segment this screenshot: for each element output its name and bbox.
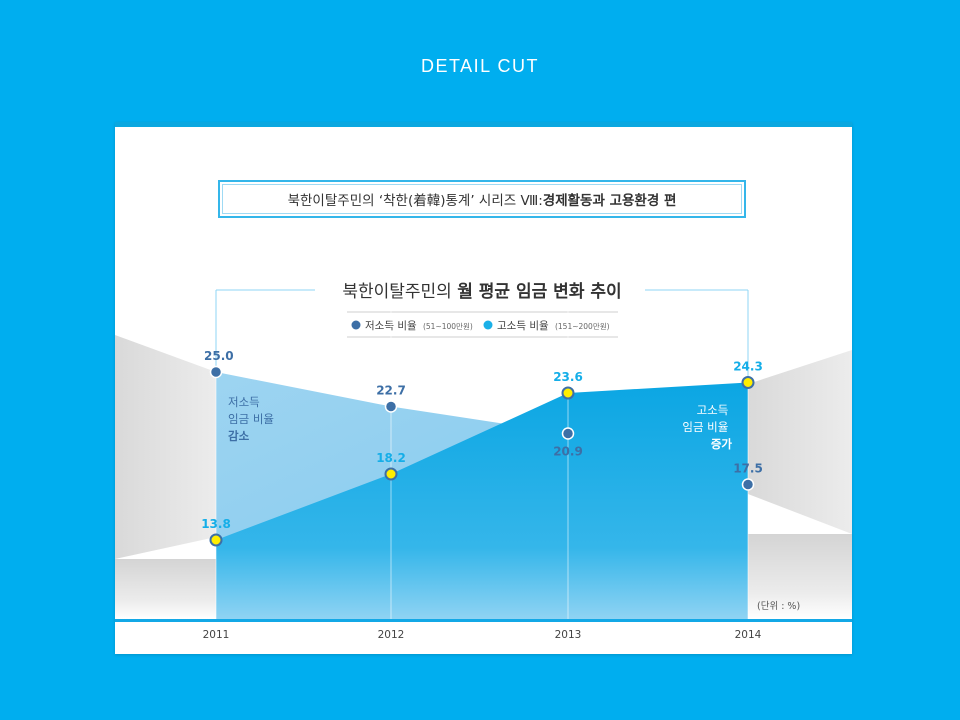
high-income-area xyxy=(216,382,748,619)
series-banner-regular: 북한이탈주민의 ‘착한(着韓)통계’ 시리즈 Ⅷ: xyxy=(287,193,543,209)
legend-range-high: (151~200만원) xyxy=(555,322,610,331)
plot-area: 25.0 22.7 20.9 17.5 13.8 18.2 23.6 24.3 xyxy=(201,290,763,619)
annotation-high-trend: 고소득 임금 비율 증가 xyxy=(682,403,732,451)
annotation-low-line2: 임금 비율 xyxy=(228,412,274,426)
chart-card: 북한이탈주민의 월 평균 임금 변화 추이 저소득 비율 (51~100만원) … xyxy=(115,122,852,654)
high-value-label: 18.2 xyxy=(376,451,406,465)
series-banner-bold: 경제활동과 고용환경 편 xyxy=(542,193,677,209)
bg-band-left xyxy=(115,335,216,559)
x-tick-label: 2014 xyxy=(735,629,762,641)
annotation-low-trend: 저소득 임금 비율 감소 xyxy=(228,395,278,443)
bg-band-bottom xyxy=(115,559,216,619)
x-axis-ticks: 2011 2012 2013 2014 xyxy=(203,629,762,641)
unit-label: (단위 : %) xyxy=(757,600,800,612)
high-value-label: 24.3 xyxy=(733,360,763,374)
card-top-bar xyxy=(115,122,852,127)
high-point xyxy=(561,386,575,400)
x-tick-label: 2011 xyxy=(203,629,230,641)
annotation-high-line1: 고소득 xyxy=(697,403,729,417)
low-point xyxy=(209,365,223,379)
x-tick-label: 2013 xyxy=(555,629,582,641)
high-point xyxy=(384,467,398,481)
series-banner: 북한이탈주민의 ‘착한(着韓)통계’ 시리즈 Ⅷ: 경제활동과 고용환경 편 xyxy=(218,180,746,218)
high-point xyxy=(741,376,755,389)
legend-label-low: 저소득 비율 (51~100만원) xyxy=(365,320,473,332)
chart-title-regular: 북한이탈주민의 xyxy=(342,282,457,302)
legend-label-high: 고소득 비율 (151~200만원) xyxy=(497,320,610,332)
bg-band-bottom-right xyxy=(748,534,852,619)
legend-name-high: 고소득 비율 xyxy=(497,320,549,332)
legend-marker-high xyxy=(483,320,493,330)
annotation-low-line1: 저소득 xyxy=(228,395,260,409)
legend-range-low: (51~100만원) xyxy=(423,322,473,331)
bg-band-right xyxy=(748,350,852,534)
chart-title: 북한이탈주민의 월 평균 임금 변화 추이 xyxy=(342,281,621,302)
header-label: DETAIL CUT xyxy=(420,56,539,76)
annotation-high-line3: 증가 xyxy=(711,437,733,451)
low-point xyxy=(384,400,398,413)
chart-title-bold: 월 평균 임금 변화 추이 xyxy=(457,281,621,302)
low-value-label: 17.5 xyxy=(733,462,763,476)
low-value-label: 25.0 xyxy=(204,349,234,363)
low-value-label: 22.7 xyxy=(376,384,406,398)
legend-marker-low xyxy=(351,320,361,330)
low-point xyxy=(561,427,575,440)
low-point xyxy=(741,478,755,491)
high-point xyxy=(209,533,223,547)
high-value-label: 23.6 xyxy=(553,370,583,384)
high-value-label: 13.8 xyxy=(201,517,231,531)
area-chart: 북한이탈주민의 월 평균 임금 변화 추이 저소득 비율 (51~100만원) … xyxy=(115,281,852,641)
low-value-label: 20.9 xyxy=(553,445,583,459)
annotation-low-line3: 감소 xyxy=(228,429,250,443)
x-axis-baseline xyxy=(115,619,852,622)
annotation-high-line2: 임금 비율 xyxy=(682,420,728,434)
x-tick-label: 2012 xyxy=(378,629,405,641)
